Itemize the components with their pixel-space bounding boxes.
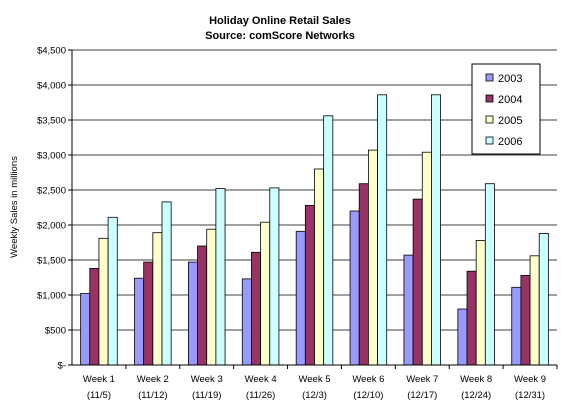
x-tick-date: (12/31) <box>515 390 545 401</box>
x-tick-date: (12/17) <box>407 390 437 401</box>
bar-2005-week-9 <box>529 255 540 366</box>
bar-2003-week-6 <box>349 210 360 366</box>
chart-title: Holiday Online Retail Sales <box>209 15 351 27</box>
bar-2006-week-4 <box>269 187 280 366</box>
legend: 2003 2004 2005 2006 <box>471 63 541 155</box>
bar-2004-week-7 <box>412 198 423 366</box>
x-tick-label: Week 6 <box>352 374 384 385</box>
bar-2003-week-5 <box>295 230 306 366</box>
bar-2003-week-4 <box>241 278 252 366</box>
bar-2005-week-3 <box>206 228 217 366</box>
bar-2004-week-1 <box>89 267 100 366</box>
chart-subtitle: Source: comScore Networks <box>205 30 355 42</box>
x-tick-date: (11/26) <box>246 390 275 401</box>
y-tick-label: $2,500 <box>37 186 66 197</box>
x-tick-label: Week 2 <box>137 374 169 385</box>
bar-2005-week-1 <box>98 237 109 366</box>
y-tick-label: $500 <box>45 326 66 337</box>
legend-swatch-2005 <box>485 115 494 124</box>
y-tick-label: $3,000 <box>37 151 66 162</box>
bar-2006-week-8 <box>484 183 495 366</box>
x-tick-date: (12/10) <box>353 390 383 401</box>
y-tick-label: $1,000 <box>37 291 66 302</box>
x-tick-label: Week 1 <box>83 374 115 385</box>
bar-2005-week-2 <box>152 232 163 366</box>
bar-2005-week-4 <box>260 221 271 366</box>
y-tick-label: $3,500 <box>37 116 66 127</box>
legend-label-2004: 2004 <box>498 94 522 106</box>
legend-label-2006: 2006 <box>498 136 522 148</box>
bar-2003-week-2 <box>134 277 145 366</box>
bar-2004-week-9 <box>520 274 531 366</box>
bar-2003-week-8 <box>457 308 468 366</box>
bar-2006-week-7 <box>431 94 442 366</box>
legend-box <box>471 63 541 155</box>
legend-label-2005: 2005 <box>498 115 522 127</box>
bar-2004-week-3 <box>197 245 208 366</box>
bar-2004-week-5 <box>304 204 315 366</box>
y-tick-label: $2,000 <box>37 221 66 232</box>
x-tick-date: (11/12) <box>138 390 167 401</box>
bar-2004-week-8 <box>466 270 477 366</box>
x-tick-label: Week 4 <box>245 374 277 385</box>
x-tick-date: (11/5) <box>87 390 111 401</box>
bar-2004-week-2 <box>143 261 154 366</box>
y-axis-label: Weekly Sales in millions <box>9 156 20 258</box>
bar-2004-week-4 <box>251 251 262 366</box>
axes: $- $500 $1,000 $1,500 $2,000 $2,500 $3,000 $3,5… <box>37 46 558 401</box>
bar-2006-week-9 <box>538 232 549 366</box>
bar-2004-week-6 <box>358 183 369 366</box>
x-tick-date: (12/24) <box>461 390 491 401</box>
bar-2005-week-8 <box>475 239 486 366</box>
x-tick-label: Week 9 <box>514 374 546 385</box>
bar-2003-week-7 <box>403 254 414 366</box>
bar-2006-week-5 <box>323 115 334 366</box>
x-tick-date: (11/19) <box>192 390 221 401</box>
bar-2003-week-9 <box>511 286 522 366</box>
legend-swatch-2006 <box>485 136 494 145</box>
bar-2006-week-1 <box>107 216 118 366</box>
bar-2003-week-1 <box>80 293 91 366</box>
bar-2006-week-3 <box>215 188 226 366</box>
legend-swatch-2004 <box>485 94 494 103</box>
legend-swatch-2003 <box>485 73 494 82</box>
x-tick-label: Week 5 <box>298 374 330 385</box>
x-tick-label: Week 7 <box>406 374 438 385</box>
x-tick-label: Week 3 <box>191 374 223 385</box>
y-tick-label: $- <box>58 361 66 372</box>
bar-2006-week-6 <box>377 94 388 366</box>
bar-2005-week-5 <box>314 168 325 366</box>
bar-2005-week-6 <box>367 149 378 366</box>
x-tick-date: (12/3) <box>302 390 327 401</box>
y-tick-label: $4,500 <box>37 46 66 57</box>
bar-2005-week-7 <box>421 151 432 366</box>
bar-2003-week-3 <box>187 261 198 366</box>
y-tick-label: $4,000 <box>37 81 66 92</box>
bar-2006-week-2 <box>161 201 172 366</box>
x-tick-label: Week 8 <box>460 374 492 385</box>
y-tick-label: $1,500 <box>37 256 66 267</box>
bars <box>80 94 549 366</box>
legend-label-2003: 2003 <box>498 73 522 85</box>
